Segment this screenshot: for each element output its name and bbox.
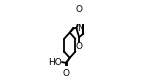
Text: HO: HO [48,58,62,67]
Polygon shape [66,58,70,63]
Text: O: O [76,5,83,14]
Text: N: N [77,24,83,33]
Text: O: O [76,42,83,51]
Polygon shape [70,28,74,33]
Text: O: O [63,69,70,78]
